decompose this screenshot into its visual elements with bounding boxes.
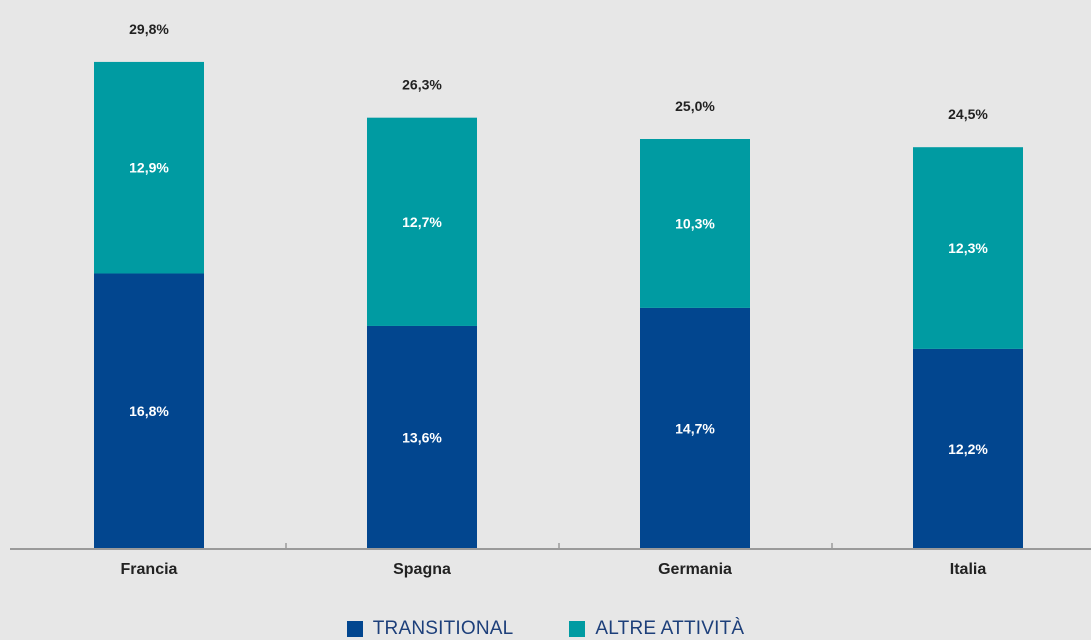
category-label-italia: Italia: [950, 561, 987, 578]
legend-label-altre-attivita: ALTRE ATTIVITÀ: [595, 618, 745, 639]
category-label-francia: Francia: [121, 561, 178, 578]
category-label-spagna: Spagna: [393, 561, 451, 578]
legend-item-altre-attivita: ALTRE ATTIVITÀ: [569, 618, 744, 640]
total-label-italia: 24,5%: [948, 106, 988, 122]
legend-label-transitional: TRANSITIONAL: [372, 618, 514, 639]
bar-italia-transitional: [913, 348, 1023, 549]
total-label-spagna: 26,3%: [402, 77, 442, 93]
total-label-francia: 29,8%: [129, 21, 169, 37]
bar-francia-transitional: [94, 273, 204, 549]
category-label-germania: Germania: [658, 561, 732, 578]
legend-swatch-transitional: [346, 621, 363, 637]
bar-label-italia-altre-attivita: 12,3%: [948, 240, 988, 256]
bar-germania-transitional: [640, 307, 750, 549]
bar-label-italia-transitional: 12,2%: [948, 441, 988, 457]
bar-italia-altre-attivita: [913, 147, 1023, 349]
legend: TRANSITIONAL ALTRE ATTIVITÀ: [0, 618, 1091, 640]
bar-label-germania-transitional: 14,7%: [675, 420, 715, 436]
bar-francia-altre-attivita: [94, 61, 204, 274]
bar-label-francia-transitional: 16,8%: [129, 403, 169, 419]
legend-swatch-altre-attivita: [569, 621, 586, 637]
total-label-germania: 25,0%: [675, 98, 715, 114]
bar-label-spagna-altre-attivita: 12,7%: [402, 214, 442, 230]
bar-label-germania-altre-attivita: 10,3%: [675, 215, 715, 231]
bar-label-spagna-transitional: 13,6%: [402, 429, 442, 445]
bar-label-francia-altre-attivita: 12,9%: [129, 160, 169, 176]
bar-spagna-altre-attivita: [367, 117, 477, 326]
bar-spagna-transitional: [367, 325, 477, 549]
bar-germania-altre-attivita: [640, 139, 750, 308]
legend-item-transitional: TRANSITIONAL: [346, 618, 514, 640]
